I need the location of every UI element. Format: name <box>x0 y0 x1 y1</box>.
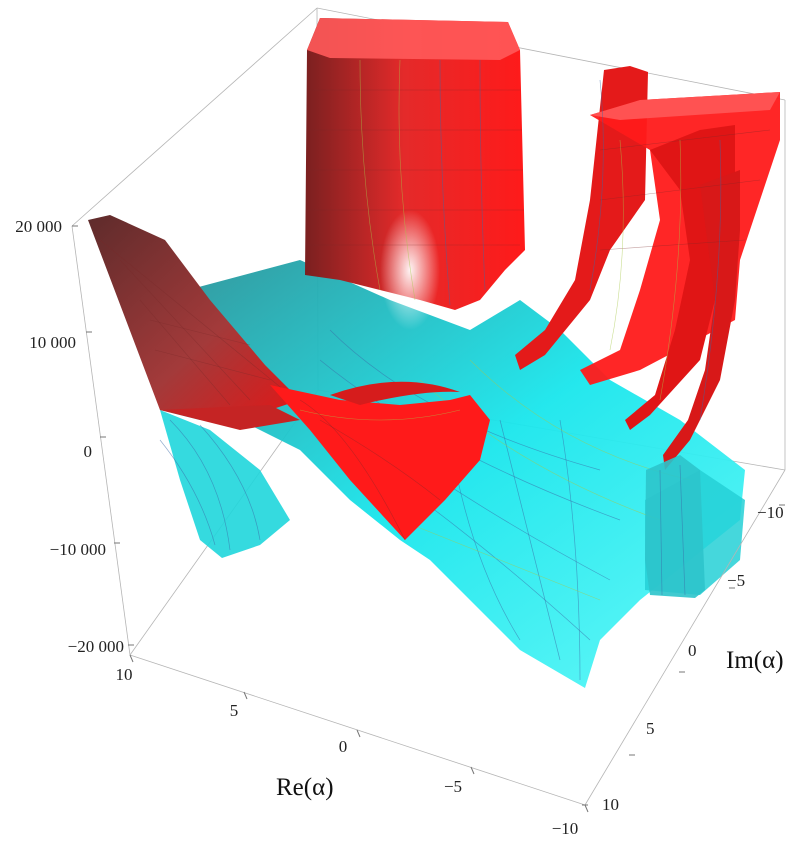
red-tower-main <box>305 18 525 330</box>
x-axis-ticks <box>129 654 589 813</box>
x-tick-label: 5 <box>230 701 239 720</box>
z-tick-label: −10 000 <box>50 540 106 559</box>
z-tick-label: 0 <box>84 442 93 461</box>
y-tick-labels: −10 −5 0 5 10 <box>602 503 784 814</box>
y-tick-label: −5 <box>727 571 745 590</box>
y-axis-ticks <box>582 504 785 806</box>
red-surface-center <box>270 381 490 541</box>
red-towers-right <box>515 66 780 470</box>
y-tick-label: 5 <box>646 719 655 738</box>
z-tick-label: −20 000 <box>68 637 124 656</box>
x-tick-label: 10 <box>116 665 133 684</box>
x-tick-label: 0 <box>339 737 348 756</box>
cyan-tower-right <box>645 455 705 598</box>
y-axis-title: Im(α) <box>726 647 784 674</box>
x-tick-label: −10 <box>552 819 579 838</box>
y-tick-label: 10 <box>602 795 619 814</box>
z-tick-labels: 20 000 10 000 0 −10 000 −20 000 <box>15 217 124 656</box>
x-tick-labels: 10 5 0 −5 −10 <box>116 665 579 838</box>
red-surface-left <box>88 215 300 430</box>
y-tick-label: 0 <box>688 641 697 660</box>
z-tick-label: 10 000 <box>29 333 76 352</box>
y-tick-label: −10 <box>757 503 784 522</box>
x-axis-title: Re(α) <box>276 774 334 801</box>
z-tick-label: 20 000 <box>15 217 62 236</box>
z-axis-ticks <box>72 225 134 646</box>
x-tick-label: −5 <box>444 777 462 796</box>
